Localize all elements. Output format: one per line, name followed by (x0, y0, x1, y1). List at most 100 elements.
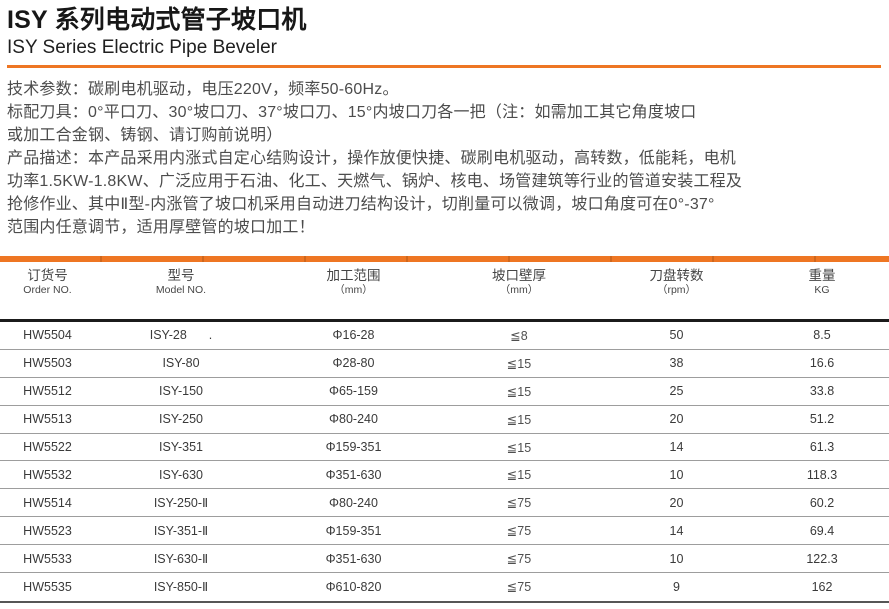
cell-weight: 69.4 (809, 523, 835, 538)
table-row: HW5504 ISY-28. Φ16-28 ≦8 50 8.5 (0, 322, 889, 350)
table-row: HW5532 ISY-630 Φ351-630 ≦15 10 118.3 (0, 461, 889, 490)
cell-range: Φ610-820 (325, 579, 382, 594)
table-body: HW5504 ISY-28. Φ16-28 ≦8 50 8.5 HW5503 I… (0, 319, 889, 603)
cell-range: Φ351-630 (325, 551, 382, 566)
cell-weight: 162 (811, 579, 833, 594)
col-header-zh: 订货号 (27, 268, 68, 283)
table-header-row: 订货号 Order NO. 型号 Model NO. 加工范围 （mm） 坡口壁… (0, 262, 889, 297)
page-header: ISY 系列电动式管子坡口机 ISY Series Electric Pipe … (0, 0, 889, 68)
col-header-en: （mm） (334, 284, 373, 296)
col-header-weight: 重量 KG (755, 267, 889, 297)
table-row: HW5512 ISY-150 Φ65-159 ≦15 25 33.8 (0, 378, 889, 406)
description-line: 范围内任意调节，适用厚壁管的坡口加工！ (7, 219, 315, 236)
cell-range: Φ65-159 (329, 384, 378, 399)
col-header-en: KG (814, 284, 830, 296)
cell-model-no: ISY-250-Ⅱ (153, 496, 209, 511)
table-row: HW5522 ISY-351 Φ159-351 ≦15 14 61.3 (0, 434, 889, 462)
cell-model-no: ISY-850-Ⅱ (153, 580, 209, 595)
cell-rpm: 20 (669, 412, 684, 427)
cell-order-no: HW5522 (23, 440, 72, 454)
cell-rpm: 50 (669, 328, 684, 343)
cell-range: Φ80-240 (329, 412, 378, 427)
col-header-order-no: 订货号 Order NO. (0, 267, 95, 297)
cell-order-no: HW5503 (23, 356, 72, 371)
description-line: 技术参数：碳刷电机驱动，电压220V，频率50-60Hz。 (7, 81, 399, 98)
cell-wall-thickness: ≦15 (506, 356, 532, 371)
page-subtitle: ISY Series Electric Pipe Beveler (7, 37, 277, 58)
col-header-en: （mm） (499, 284, 539, 296)
cell-model-no: ISY-80 (162, 356, 200, 371)
col-header-zh: 重量 (808, 268, 836, 283)
cell-weight: 8.5 (813, 328, 831, 343)
description-line: 抢修作业、其中Ⅱ型-内涨管了坡口机采用自动进刀结构设计，切削量可以微调，坡口角度… (7, 196, 715, 213)
cell-rpm: 10 (669, 467, 684, 482)
table-row: HW5514 ISY-250-Ⅱ Φ80-240 ≦75 20 60.2 (0, 489, 889, 518)
cell-range: Φ351-630 (325, 467, 382, 482)
cell-order-no: HW5512 (23, 384, 72, 399)
description-line: 或加工合金钢、铸钢、请订购前说明） (7, 127, 283, 144)
cell-order-no: HW5532 (23, 467, 72, 482)
cell-rpm: 38 (669, 356, 684, 371)
col-header-zh: 刀盘转数 (649, 268, 704, 283)
col-header-en: Order NO. (23, 284, 72, 296)
cell-rpm: 14 (669, 440, 684, 454)
product-description: 技术参数：碳刷电机驱动，电压220V，频率50-60Hz。 标配刀具：0°平口刀… (0, 68, 889, 239)
col-header-model-no: 型号 Model NO. (95, 267, 267, 297)
cell-wall-thickness: ≦15 (506, 412, 532, 427)
col-header-zh: 加工范围 (326, 268, 381, 283)
cell-weight: 118.3 (806, 467, 838, 482)
cell-wall-thickness: ≦15 (506, 440, 532, 455)
cell-model-no: ISY-150 (158, 384, 204, 399)
cell-order-no: HW5513 (23, 412, 72, 427)
cell-order-no: HW5523 (23, 523, 72, 538)
col-header-en: Model NO. (155, 284, 207, 296)
cell-weight: 122.3 (806, 551, 838, 566)
table-row: HW5535 ISY-850-Ⅱ Φ610-820 ≦75 9 162 (0, 573, 889, 601)
cell-weight: 60.2 (809, 495, 835, 510)
cell-wall-thickness: ≦15 (506, 384, 532, 399)
spec-table: 订货号 Order NO. 型号 Model NO. 加工范围 （mm） 坡口壁… (0, 256, 889, 603)
cell-order-no: HW5514 (23, 495, 72, 510)
description-line: 产品描述：本产品采用内涨式自定心结购设计，操作放便快捷、碳刷电机驱动，高转数，低… (7, 150, 737, 167)
col-header-zh: 坡口壁厚 (492, 268, 546, 283)
cell-rpm: 25 (669, 384, 684, 399)
cell-rpm: 14 (669, 523, 684, 538)
cell-rpm: 9 (673, 579, 680, 594)
cell-model-no: ISY-630 (158, 467, 204, 482)
stray-dot: . (208, 328, 213, 343)
description-line: 功率1.5KW-1.8KW、广泛应用于石油、化工、天燃气、锅炉、核电、场管建筑等… (7, 173, 743, 190)
table-row: HW5513 ISY-250 Φ80-240 ≦15 20 51.2 (0, 406, 889, 434)
cell-model-no: ISY-630-Ⅱ (153, 552, 209, 567)
cell-weight: 61.3 (809, 440, 835, 454)
cell-model-no: ISY-351 (158, 440, 204, 454)
cell-model-no: ISY-250 (158, 412, 204, 427)
table-row: HW5503 ISY-80 Φ28-80 ≦15 38 16.6 (0, 350, 889, 378)
cell-order-no: HW5535 (23, 579, 72, 594)
table-top-bar (0, 256, 889, 262)
cell-wall-thickness: ≦8 (510, 328, 528, 343)
table-row: HW5523 ISY-351-Ⅱ Φ159-351 ≦75 14 69.4 (0, 517, 889, 546)
cell-range: Φ159-351 (325, 523, 382, 538)
description-line: 标配刀具：0°平口刀、30°坡口刀、37°坡口刀、15°内坡口刀各一把（注：如需… (7, 104, 697, 121)
cell-wall-thickness: ≦75 (506, 496, 532, 511)
cell-weight: 51.2 (809, 412, 835, 427)
page-title: ISY 系列电动式管子坡口机 (7, 6, 307, 34)
cell-wall-thickness: ≦75 (506, 552, 532, 567)
cell-wall-thickness: ≦75 (506, 580, 532, 595)
cell-model-no: ISY-28. (95, 328, 267, 342)
cell-wall-thickness: ≦75 (506, 524, 532, 539)
cell-order-no: HW5533 (23, 551, 72, 566)
cell-rpm: 20 (669, 495, 684, 510)
cell-model-no: ISY-351-Ⅱ (153, 524, 209, 539)
table-row: HW5533 ISY-630-Ⅱ Φ351-630 ≦75 10 122.3 (0, 545, 889, 574)
cell-rpm: 10 (669, 551, 684, 566)
cell-range: Φ159-351 (325, 440, 382, 454)
col-header-rpm: 刀盘转数 （rpm） (598, 267, 755, 297)
model-text: ISY-28 (149, 328, 187, 343)
col-header-zh: 型号 (167, 268, 195, 283)
col-header-en: （rpm） (656, 284, 697, 296)
col-header-range: 加工范围 （mm） (267, 267, 440, 297)
cell-range: Φ28-80 (332, 356, 375, 371)
cell-weight: 33.8 (809, 384, 835, 399)
